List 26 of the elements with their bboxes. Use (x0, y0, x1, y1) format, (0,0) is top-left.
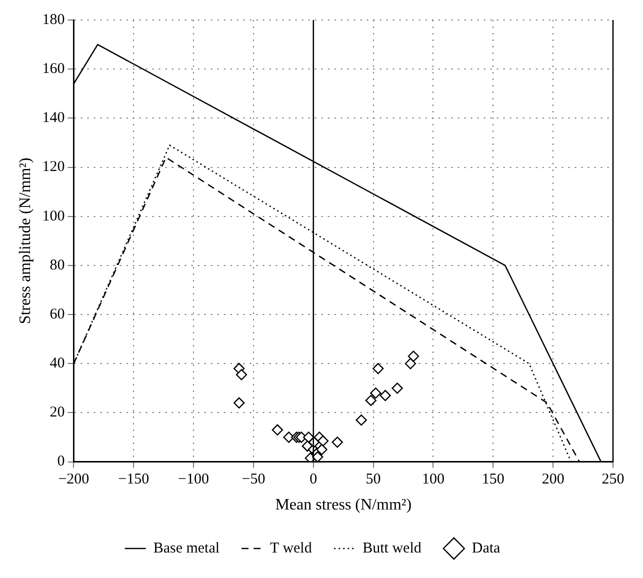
y-tick-label: 60 (50, 306, 65, 322)
y-tick-label: 160 (42, 61, 65, 78)
y-tick-label: 180 (42, 12, 65, 28)
y-tick-label: 100 (42, 208, 65, 224)
x-tick-label: 0 (310, 472, 318, 488)
y-tick-label: 40 (50, 356, 65, 372)
y-tick-label: 0 (57, 454, 65, 470)
y-tick-label: 80 (50, 257, 65, 274)
legend-label: Data (472, 540, 501, 556)
x-tick-label: −150 (118, 472, 150, 488)
x-tick-label: −200 (58, 472, 90, 488)
x-tick-label: 100 (422, 472, 444, 488)
legend-label: T weld (270, 540, 312, 556)
x-tick-label: 250 (602, 472, 624, 488)
y-tick-label: 120 (42, 159, 65, 176)
x-tick-label: −100 (178, 472, 210, 488)
y-axis-title: Stress amplitude (N/mm²) (16, 158, 34, 324)
x-tick-label: 200 (542, 472, 564, 488)
x-tick-label: 50 (366, 472, 381, 488)
legend-label: Base metal (153, 540, 220, 556)
y-tick-label: 140 (42, 110, 65, 126)
x-tick-label: 150 (482, 472, 504, 488)
legend-label: Butt weld (362, 540, 422, 556)
x-tick-label: −50 (242, 472, 266, 488)
x-axis-title: Mean stress (N/mm²) (275, 496, 412, 514)
y-tick-label: 20 (50, 404, 65, 421)
